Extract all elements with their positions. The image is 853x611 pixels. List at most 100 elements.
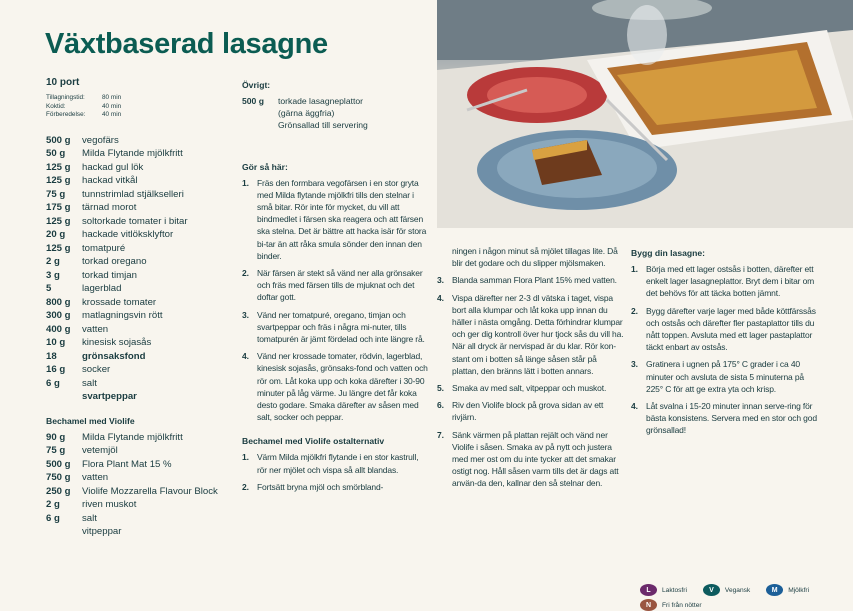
diet-badge-icon: V [702, 584, 720, 596]
ingredient-amount: 800 g [46, 296, 71, 308]
ingredient-row: 5 lagerblad [46, 282, 232, 296]
step: 5. Smaka av med salt, vitpeppar och musko… [437, 382, 625, 394]
ingredient-row: 300 g matlagningsvin rött [46, 309, 232, 323]
step: 2. När färsen är stekt så vänd ner alla g… [242, 267, 429, 304]
step-text: Fräs den formbara vegofärsen i en stor g… [257, 177, 427, 261]
ingredient-row: 50 g Milda Flytande mjölkfritt [46, 147, 232, 161]
lasagne-photo [437, 0, 853, 228]
step: 1. Fräs den formbara vegofärsen i en stor… [242, 177, 429, 262]
step-number: 1. [242, 177, 249, 188]
step-text: Bygg därefter varje lager med både köttf… [646, 305, 816, 353]
time-value: 40 min [102, 102, 122, 110]
step-number: 4. [437, 292, 444, 303]
ingredient-row: 6 g salt [46, 377, 232, 391]
ingredient-row: 75 g tunnstrimlad stjälkselleri [46, 188, 232, 202]
ingredient-name: soltorkade tomater i bitar [82, 215, 188, 227]
diet-badge-icon: L [640, 584, 657, 596]
ingredient-name: hackad vitkål [82, 175, 138, 187]
step-number: 1. [631, 264, 638, 274]
other-heading: Övrigt: [242, 80, 271, 90]
build-steps: 1. Börja med ett lager ostsås i botten, d… [631, 263, 823, 442]
ingredient-row: 800 g krossade tomater [46, 296, 232, 310]
page-title: Växtbaserad lasagne [45, 28, 328, 60]
ingredient-name: lagerblad [82, 283, 122, 295]
ingredient-name: vatten [82, 472, 109, 484]
step-number: 6. [437, 400, 444, 411]
ingredient-name: Milda Flytande mjölkfritt [82, 431, 183, 443]
step: 6. Riv den Violife block på grova sidan a… [437, 399, 625, 423]
legend-label: Mjölkfri [788, 586, 810, 594]
step-text: Smaka av med salt, vitpeppar och muskot. [452, 383, 607, 394]
ingredient-row: 2 g riven muskot [46, 498, 232, 512]
ingredient-name: tomatpuré [82, 242, 126, 254]
time-row: Tillagningstid: 80 min [46, 94, 232, 103]
step-number: 3. [437, 275, 444, 286]
ingredient-amount: 90 g [46, 431, 66, 443]
bechamel-heading: Bechamel med Violife [46, 415, 135, 426]
step-text: Vänd ner tomatpuré, oregano, timjan och … [257, 309, 425, 345]
step: 3. Vänd ner tomatpuré, oregano, timjan oc… [242, 309, 429, 346]
ingredient-row: 500 g Flora Plant Mat 15 % [46, 458, 232, 472]
step-number: 5. [437, 383, 444, 394]
ingredient-amount: 750 g [46, 472, 71, 484]
step-text: När färsen är stekt så vänd ner alla grö… [257, 268, 423, 303]
ingredient-name: hackade vitlöksklyftor [82, 229, 174, 241]
method-steps: 1. Fräs den formbara vegofärsen i en stor… [242, 177, 429, 429]
ingredient-amount: 2 g [46, 499, 60, 511]
step-text: Sänk värmen på plattan rejält och vänd n… [452, 429, 619, 489]
ingredient-amount: 6 g [46, 377, 60, 389]
ingredient-name: hackad gul lök [82, 161, 144, 173]
other-line: Grönsallad till servering [278, 120, 368, 131]
step-number: 2. [242, 481, 249, 492]
ingredient-name: tunnstrimlad stjälkselleri [82, 188, 184, 200]
ingredient-name: vitpeppar [82, 526, 122, 538]
time-row: Koktid: 40 min [46, 103, 232, 112]
ingredient-amount: 500 g [46, 458, 71, 470]
legend-item: L Laktosfri [640, 584, 687, 596]
ingredient-name: krossade tomater [82, 296, 157, 308]
step-number: 3. [631, 359, 638, 370]
bechamel-ingredient-list: 90 g Milda Flytande mjölkfritt 75 g vetemjö… [46, 431, 232, 539]
ingredient-name: salt [82, 377, 97, 389]
step-text: Värm Milda mjölkfri flytande i en stor k… [257, 452, 419, 475]
ingredient-amount: 175 g [46, 202, 71, 214]
ingredient-row: 18 grönsaksfond [46, 350, 232, 364]
bechamel-method-steps-col2: ningen i någon minut så mjölet tillagas … [437, 245, 625, 495]
ingredient-name: Milda Flytande mjölkfritt [82, 148, 183, 160]
diet-badge-icon: N [640, 599, 657, 611]
diet-badge-icon: M [766, 584, 784, 596]
legend-item: M Mjölkfri [766, 584, 809, 596]
time-table: Tillagningstid: 80 min Koktid: 40 min Förber… [46, 94, 232, 120]
time-row: Förberedelse: 40 min [46, 111, 232, 120]
other-line: (gärna äggfria) [278, 108, 335, 119]
ingredient-row: 10 g kinesisk sojasås [46, 336, 232, 350]
ingredient-name: svartpeppar [82, 391, 137, 403]
bechamel-method-steps-col1: 1. Värm Milda mjölkfri flytande i en stor… [242, 451, 429, 498]
step: 7. Sänk värmen på plattan rejält och vänd… [437, 429, 625, 490]
legend-label: Laktosfri [662, 586, 687, 594]
step-number: 7. [437, 429, 444, 440]
ingredient-name: vetemjöl [82, 445, 118, 457]
step: 2. Bygg därefter varje lager med både köt… [631, 305, 823, 354]
legend-label: Vegansk [724, 586, 751, 594]
ingredient-row: 125 g soltorkade tomater i bitar [46, 215, 232, 229]
diet-legend: L Laktosfri V Vegansk M Mjölkfri N Fri från nöt… [640, 584, 850, 611]
ingredient-row: 500 g vegofärs [46, 134, 232, 148]
step-text: Riv den Violife block på grova sidan av … [452, 400, 604, 423]
step-text: Fortsätt bryna mjöl och smörbland- [257, 481, 384, 492]
step: 4. Vänd ner krossade tomater, rödvin, lag… [242, 350, 429, 423]
ingredient-row: 75 g vetemjöl [46, 444, 232, 458]
step: 4. Låt svalna i 15-20 minuter innan serve… [631, 400, 823, 437]
legend-label: Fri från nötter [662, 601, 702, 609]
ingredient-amount: 2 g [46, 256, 60, 268]
ingredient-row: 6 g salt [46, 512, 232, 526]
ingredient-name: torkad timjan [82, 269, 137, 281]
other-ingredients: 500 g torkade lasagneplattor (gärna äggf… [242, 95, 429, 132]
ingredient-amount: 10 g [46, 337, 66, 349]
ingredient-name: vatten [82, 323, 109, 335]
ingredient-name: riven muskot [82, 499, 137, 511]
step-text: ningen i någon minut så mjölet tillagas … [452, 246, 618, 269]
step-number: 3. [242, 309, 249, 320]
ingredient-name: torkad oregano [82, 256, 147, 268]
ingredient-row: 175 g tärnad morot [46, 201, 232, 215]
